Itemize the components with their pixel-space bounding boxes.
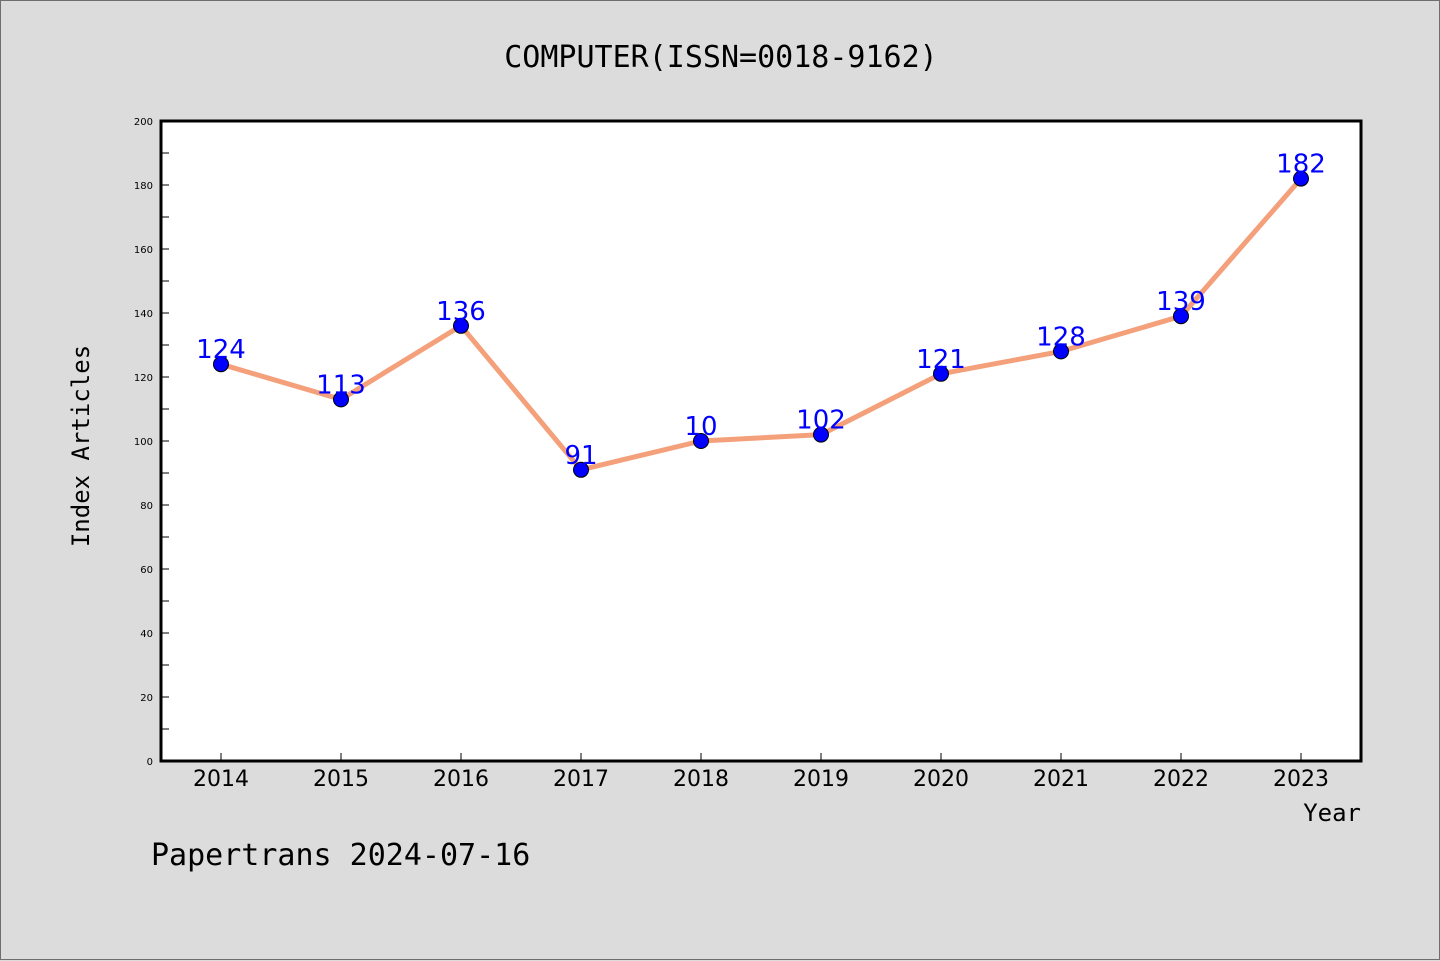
x-tick-label-2019: 2019 [793, 767, 849, 792]
x-tick-label-2015: 2015 [313, 767, 369, 792]
data-label-2014: 124 [196, 335, 246, 365]
data-point-2020 [933, 365, 949, 382]
x-tick-label-2017: 2017 [553, 767, 609, 792]
x-tick-label-2014: 2014 [193, 767, 249, 792]
x-tick-label-2022: 2022 [1153, 767, 1209, 792]
data-label-2022: 139 [1156, 287, 1206, 317]
data-point-2016 [453, 317, 469, 334]
y-tick-label-60: 60 [140, 565, 153, 576]
y-tick-label-160: 160 [134, 245, 153, 256]
y-tick-label-0: 0 [147, 757, 153, 768]
data-label-2016: 136 [436, 297, 486, 327]
data-label-2021: 128 [1036, 322, 1086, 352]
data-point-2021 [1053, 343, 1069, 360]
y-tick-label-80: 80 [140, 501, 153, 512]
data-point-2017 [573, 461, 589, 478]
y-tick-label-20: 20 [140, 693, 153, 704]
y-tick-label-200: 200 [134, 117, 153, 128]
data-label-2015: 113 [316, 370, 366, 400]
x-tick-label-2016: 2016 [433, 767, 489, 792]
y-tick-label-40: 40 [140, 629, 153, 640]
y-tick-label-120: 120 [134, 373, 153, 384]
plot-area [159, 119, 1363, 763]
x-axis-ticks: 2014 2015 2016 2017 2018 2019 2020 2021 2022 2023 [193, 753, 1329, 792]
x-axis-label: Year [1303, 799, 1361, 827]
y-tick-label-140: 140 [134, 309, 153, 320]
data-point-2014 [213, 356, 229, 373]
data-label-2018: 10 [684, 412, 717, 442]
x-tick-label-2020: 2020 [913, 767, 969, 792]
x-tick-label-2023: 2023 [1273, 767, 1329, 792]
chart-title: COMPUTER(ISSN=0018-9162) [504, 40, 937, 75]
footer-watermark: Papertrans 2024-07-16 [151, 838, 530, 873]
y-tick-label-180: 180 [134, 181, 153, 192]
x-tick-label-2018: 2018 [673, 767, 729, 792]
data-point-2022 [1173, 308, 1189, 325]
data-point-2023 [1293, 170, 1309, 187]
data-point-2019 [813, 426, 829, 443]
data-point-2018 [693, 433, 709, 449]
y-axis-label: Index Articles [67, 345, 95, 547]
data-label-2017: 91 [564, 441, 597, 471]
data-labels: 124 113 136 91 10 102 121 128 139 182 [196, 150, 1326, 471]
x-tick-label-2021: 2021 [1033, 767, 1089, 792]
data-label-2020: 121 [916, 345, 966, 375]
data-point-2015 [333, 391, 349, 408]
y-tick-label-100: 100 [134, 437, 153, 448]
series-line [218, 176, 1304, 473]
y-axis-ticks: 0 20 40 60 80 100 120 140 160 180 200 [134, 117, 169, 768]
data-label-2019: 102 [796, 406, 846, 436]
data-points [213, 170, 1309, 478]
data-label-2023: 182 [1276, 150, 1326, 180]
